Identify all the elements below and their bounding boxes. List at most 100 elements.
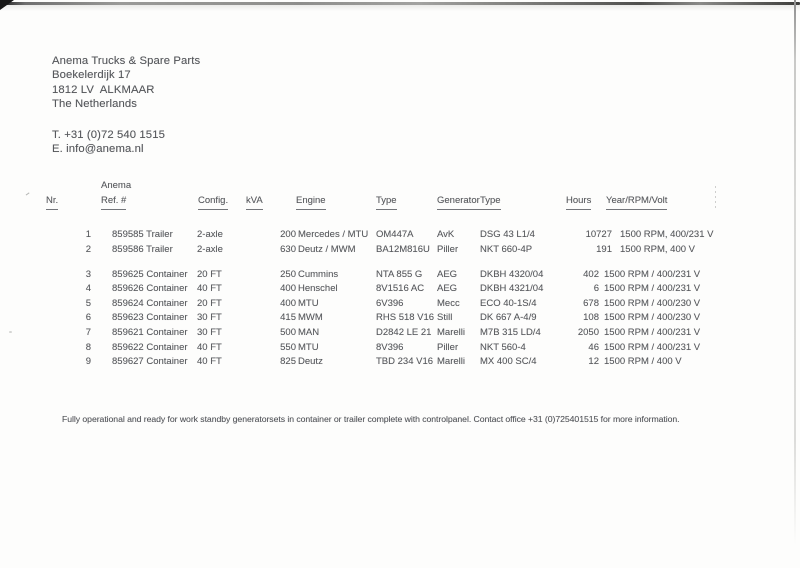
cell-hours: 108 (583, 312, 599, 324)
cell-kva: 630 (280, 243, 296, 255)
inventory-table: Anema Nr. Ref. # Config. kVA Engine Type… (0, 180, 800, 371)
cell-engine-type: TBD 234 V16 (376, 356, 434, 368)
cell-year-rpm-volt: 1500 RPM / 400/231 V (604, 268, 701, 280)
header-generator-type: Type (480, 195, 501, 210)
cell-engine-type: 8V396 (376, 341, 404, 353)
cell-config: 40 FT (197, 356, 222, 368)
cell-nr: 6 (85, 312, 91, 324)
scan-artifact-top-shadow (0, 5, 800, 11)
cell-config: 40 FT (197, 341, 222, 353)
cell-ref: 859622 Container (112, 341, 188, 353)
scan-artifact-right-edge (794, 0, 796, 545)
scan-speck (715, 186, 716, 208)
cell-engine-type: NTA 855 G (376, 268, 423, 280)
cell-hours: 46 (588, 341, 599, 353)
header-hours: Hours (566, 195, 592, 210)
cell-engine-type: BA12M816U (376, 243, 430, 255)
email-line: E. info@anema.nl (52, 143, 144, 156)
cell-engine-type: RHS 518 V16 (376, 312, 435, 324)
cell-year-rpm-volt: 1500 RPM / 400/231 V (604, 341, 701, 353)
cell-config: 2-axle (197, 243, 223, 255)
cell-config: 2-axle (197, 229, 223, 240)
cell-ref: 859626 Container (112, 283, 188, 295)
cell-hours: 12 (588, 356, 599, 368)
cell-engine-type: D2842 LE 21 (376, 327, 432, 339)
table-rows: 1 859585 Trailer 2-axle 200 Mercedes / MTU OM… (0, 229, 800, 371)
header-nr: Nr. (46, 195, 59, 210)
cell-kva: 550 (280, 341, 296, 353)
cell-ref: 859623 Container (112, 312, 188, 324)
cell-nr: 3 (85, 268, 91, 280)
cell-hours: 6 (593, 283, 599, 295)
table-row: 3 859625 Container 20 FT 250 Cummins NTA 855 … (0, 269, 800, 284)
table-row: 2 859586 Trailer 2-axle 630 Deutz / MWM BA12M… (0, 244, 800, 259)
cell-hours: 191 (596, 243, 612, 255)
cell-generator: AvK (437, 229, 455, 240)
header-engine: Engine (296, 195, 326, 210)
cell-kva: 825 (280, 356, 296, 368)
cell-generator-type: MX 400 SC/4 (480, 356, 537, 368)
cell-ref: 859625 Container (112, 268, 188, 280)
phone-line: T. +31 (0)72 540 1515 (52, 129, 165, 142)
cell-year-rpm-volt: 1500 RPM / 400 V (604, 356, 682, 368)
cell-hours: 2050 (577, 327, 599, 339)
cell-generator-type: DK 667 A-4/9 (480, 312, 537, 324)
header-year-rpm-volt: Year/RPM/Volt (606, 195, 668, 210)
cell-ref: 859621 Container (112, 327, 188, 339)
table-row: 6 859623 Container 30 FT 415 MWM RHS 518 V16 S… (0, 312, 800, 327)
cell-ref: 859585 Trailer (112, 229, 173, 240)
footer-note: Fully operational and ready for work sta… (62, 414, 680, 424)
cell-generator-type: DSG 43 L1/4 (480, 229, 535, 240)
cell-year-rpm-volt: 1500 RPM / 400/231 V (604, 327, 701, 339)
cell-config: 20 FT (197, 268, 222, 280)
header-generator: Generator (437, 195, 480, 210)
cell-generator-type: NKT 560-4 (480, 341, 526, 353)
cell-nr: 7 (85, 327, 91, 339)
cell-generator: AEG (437, 283, 458, 295)
header-engine-type: Type (376, 195, 397, 210)
cell-hours: 402 (583, 268, 599, 280)
cell-generator: Piller (437, 341, 459, 353)
header-kva: kVA (246, 195, 263, 210)
cell-nr: 2 (85, 243, 91, 255)
table-row: 1 859585 Trailer 2-axle 200 Mercedes / MTU OM… (0, 229, 800, 244)
letterhead: Anema Trucks & Spare Parts Boekelerdijk … (52, 54, 200, 157)
cell-nr: 9 (85, 356, 91, 368)
cell-generator-type: ECO 40-1S/4 (480, 297, 537, 309)
cell-ref: 859627 Container (112, 356, 188, 368)
cell-config: 40 FT (197, 283, 222, 295)
cell-engine-type: 8V1516 AC (376, 283, 425, 295)
cell-year-rpm-volt: 1500 RPM, 400/231 V (620, 229, 714, 240)
cell-generator-type: DKBH 4320/04 (480, 268, 544, 280)
table-row: 9 859627 Container 40 FT 825 Deutz TBD 234 V1… (0, 356, 800, 371)
cell-engine: MTU (298, 297, 319, 309)
cell-year-rpm-volt: 1500 RPM / 400/230 V (604, 297, 701, 309)
address-city: 1812 LV ALKMAAR (52, 83, 155, 96)
cell-engine-type: OM447A (376, 229, 414, 240)
cell-generator-type: DKBH 4321/04 (480, 283, 544, 295)
cell-kva: 400 (280, 297, 296, 309)
cell-engine: MWM (298, 312, 323, 324)
cell-nr: 5 (85, 297, 91, 309)
cell-generator: Marelli (437, 356, 465, 368)
cell-generator: Still (437, 312, 453, 324)
cell-generator: Mecc (437, 297, 460, 309)
cell-config: 30 FT (197, 327, 222, 339)
cell-kva: 400 (280, 283, 296, 295)
cell-ref: 859586 Trailer (112, 243, 173, 255)
cell-nr: 8 (85, 341, 91, 353)
cell-engine: MAN (298, 327, 320, 339)
cell-kva: 500 (280, 327, 296, 339)
cell-kva: 415 (280, 312, 296, 324)
cell-config: 20 FT (197, 297, 222, 309)
header-ref-line1: Anema (101, 180, 132, 191)
cell-generator: AEG (437, 268, 458, 280)
cell-config: 30 FT (197, 312, 222, 324)
table-row: 4 859626 Container 40 FT 400 Henschel 8V1516 … (0, 283, 800, 298)
cell-engine-type: 6V396 (376, 297, 404, 309)
cell-year-rpm-volt: 1500 RPM / 400/231 V (604, 283, 701, 295)
cell-hours: 10727 (585, 229, 612, 240)
cell-engine: MTU (298, 341, 319, 353)
cell-engine: Mercedes / MTU (298, 229, 369, 240)
